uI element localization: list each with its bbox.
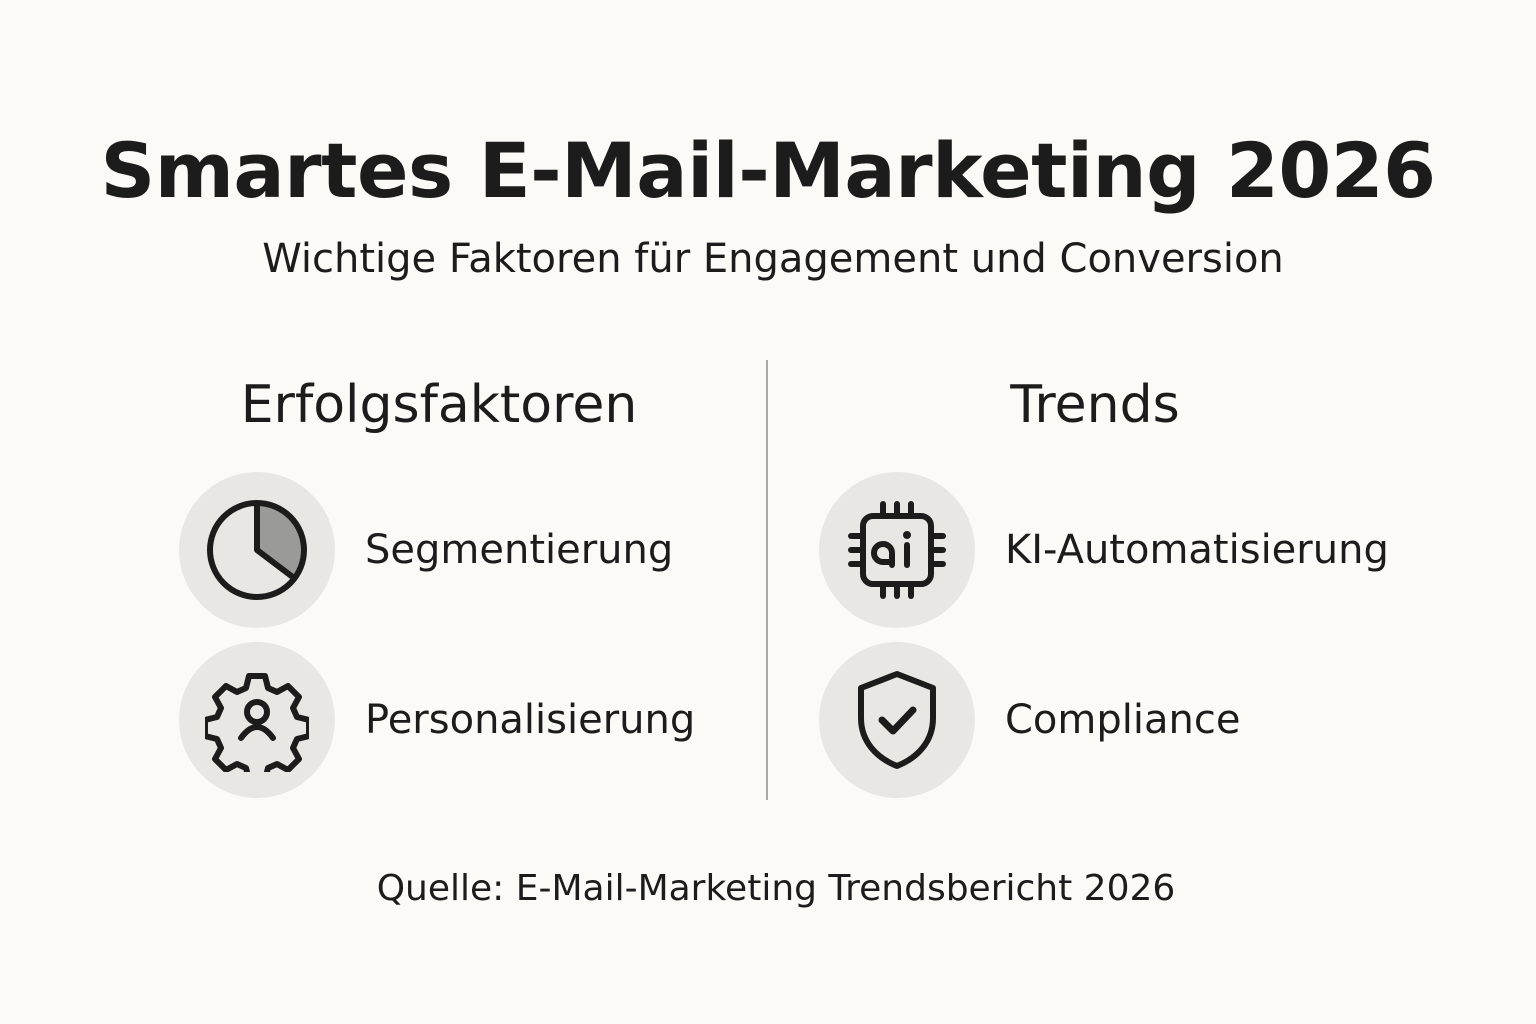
page-subtitle: Wichtige Faktoren für Engagement und Con… [262,236,1284,282]
page-title: Smartes E-Mail-Marketing 2026 [100,126,1436,215]
column-heading-erfolgsfaktoren: Erfolgsfaktoren [240,375,638,435]
factor-item-segmentierung: Segmentierung [179,472,673,628]
pie-chart-icon [179,472,335,628]
factor-label: Segmentierung [365,527,674,573]
column-heading-trends: Trends [1010,375,1180,435]
trend-label: KI-Automatisierung [1005,527,1389,573]
trend-item-compliance: Compliance [819,642,1240,798]
source-note: Quelle: E-Mail-Marketing Trendsbericht 2… [376,868,1176,909]
trend-label: Compliance [1005,697,1241,743]
gear-user-icon [179,642,335,798]
factor-label: Personalisierung [365,697,696,743]
column-divider [766,360,768,800]
trend-item-ki-automatisierung: KI-Automatisierung [819,472,1389,628]
factor-item-personalisierung: Personalisierung [179,642,695,798]
ai-chip-icon [819,472,975,628]
shield-check-icon [819,642,975,798]
